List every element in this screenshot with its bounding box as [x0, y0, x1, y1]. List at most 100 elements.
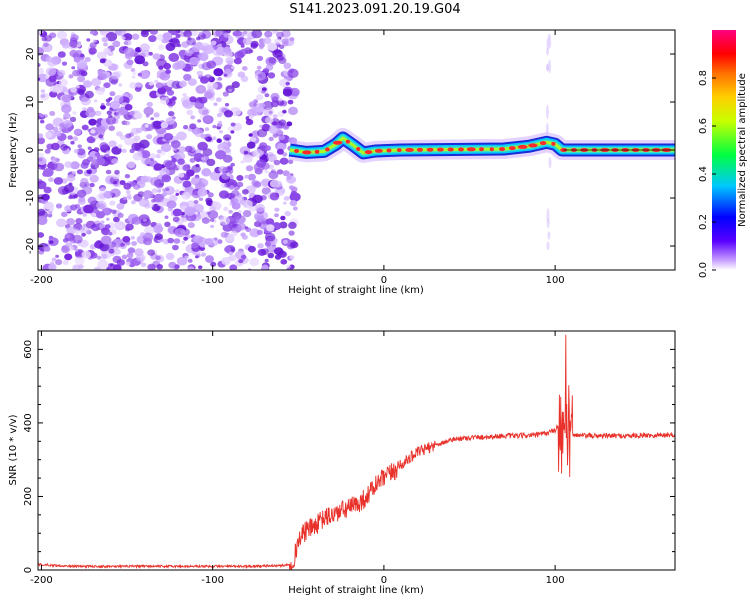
noise-blob: [264, 93, 270, 98]
noise-blob: [215, 150, 227, 160]
noise-blob: [210, 40, 217, 46]
noise-blob: [244, 174, 249, 179]
noise-blob: [285, 81, 290, 86]
colorbar: 0.0 0.2 0.4 0.6 0.8 Normalized spectral ampl…: [698, 30, 748, 278]
noise-blob: [61, 211, 68, 217]
noise-blob: [142, 61, 149, 67]
noise-blob: [212, 124, 217, 129]
artifact-blob: [546, 63, 550, 71]
noise-blob: [256, 65, 262, 70]
noise-blob: [61, 128, 67, 133]
noise-blob: [156, 58, 168, 68]
noise-blob: [43, 42, 49, 48]
noise-cloud: [38, 30, 552, 270]
noise-blob: [287, 99, 294, 105]
noise-blob: [270, 92, 280, 101]
y-tick-label: 0: [25, 147, 36, 153]
noise-blob: [203, 115, 213, 123]
noise-blob: [119, 134, 127, 141]
noise-blob: [124, 104, 133, 111]
noise-blob: [68, 74, 74, 79]
noise-blob: [114, 30, 121, 33]
noise-blob: [153, 179, 165, 188]
noise-blob: [101, 36, 109, 43]
noise-blob: [282, 109, 287, 114]
noise-blob: [140, 30, 149, 38]
noise-blob: [206, 158, 216, 167]
noise-blob: [253, 102, 258, 107]
noise-blob: [91, 78, 102, 87]
noise-blob: [62, 259, 69, 265]
noise-blob: [142, 190, 154, 199]
noise-blob: [134, 86, 142, 92]
noise-blob: [64, 161, 73, 168]
noise-blob: [44, 201, 54, 210]
noise-blob: [159, 167, 170, 177]
noise-blob: [109, 200, 116, 206]
noise-blob: [106, 150, 111, 154]
noise-blob: [261, 89, 266, 94]
noise-blob: [153, 112, 160, 118]
noise-blob: [96, 87, 105, 96]
noise-blob: [189, 96, 197, 103]
noise-blob: [248, 133, 253, 137]
noise-blob: [288, 159, 294, 164]
noise-blob: [138, 139, 150, 149]
noise-blob: [125, 133, 132, 139]
y-tick-label: 600: [23, 340, 34, 359]
noise-blob: [48, 210, 53, 215]
noise-blob: [158, 44, 165, 51]
noise-blob: [73, 229, 80, 235]
noise-blob: [174, 189, 180, 194]
noise-blob: [172, 216, 180, 223]
noise-blob: [190, 115, 196, 120]
noise-blob: [81, 250, 91, 259]
noise-blob: [44, 35, 53, 42]
noise-blob: [129, 111, 135, 116]
noise-blob: [131, 75, 136, 79]
ridge-core: [508, 146, 516, 151]
noise-blob: [53, 177, 64, 185]
noise-blob: [267, 153, 277, 162]
noise-blob: [187, 222, 195, 229]
frequency-ridge: [288, 128, 675, 163]
ridge-core: [364, 150, 373, 155]
spectrogram-x-label: Height of straight line (km): [288, 285, 424, 296]
noise-blob: [129, 148, 135, 154]
noise-blob: [186, 37, 196, 46]
noise-blob: [84, 90, 94, 99]
chart-title: S141.2023.091.20.19.G04: [289, 2, 461, 17]
noise-blob: [217, 77, 223, 81]
noise-blob: [201, 217, 210, 224]
noise-blob: [280, 259, 288, 265]
noise-blob: [113, 248, 121, 255]
noise-blob: [198, 197, 204, 201]
noise-blob: [186, 109, 193, 116]
noise-blob: [79, 53, 85, 58]
noise-blob: [103, 47, 111, 54]
noise-blob: [223, 206, 229, 212]
noise-blob: [146, 134, 153, 140]
noise-blob: [69, 40, 79, 48]
ridge-core: [374, 148, 383, 153]
noise-blob: [70, 34, 79, 42]
noise-blob: [51, 257, 57, 262]
noise-blob: [277, 97, 283, 102]
noise-blob: [176, 131, 187, 141]
x-tick-label: 100: [546, 275, 565, 286]
noise-blob: [144, 124, 149, 128]
noise-blob: [77, 198, 86, 205]
noise-blob: [175, 60, 186, 70]
noise-blob: [112, 40, 121, 48]
noise-blob: [274, 213, 279, 218]
noise-blob: [131, 241, 138, 246]
noise-blob: [278, 192, 284, 197]
noise-blob: [179, 80, 187, 88]
noise-blob: [268, 57, 277, 64]
noise-blob: [201, 61, 212, 71]
noise-blob: [230, 130, 235, 134]
noise-blob: [264, 232, 276, 242]
noise-blob: [126, 59, 134, 66]
x-tick-label: -100: [201, 575, 224, 586]
